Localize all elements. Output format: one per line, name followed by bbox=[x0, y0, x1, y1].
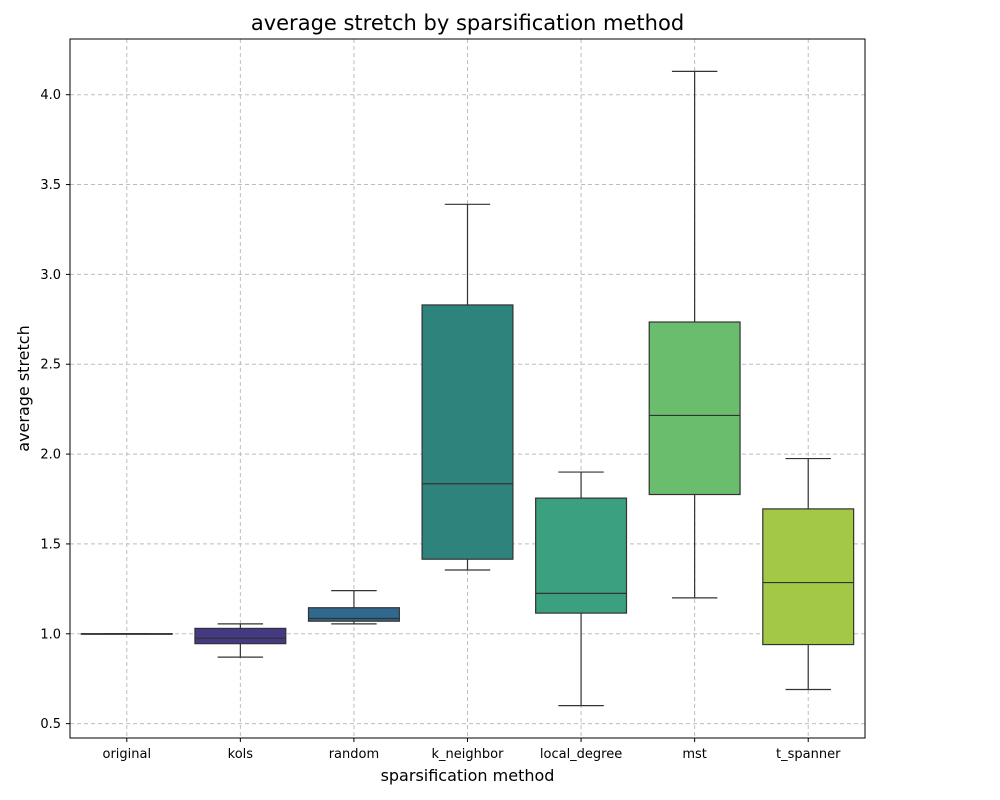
x-tick-label-original: original bbox=[102, 747, 151, 762]
box-body bbox=[535, 497, 628, 614]
y-tick-label: 1.5 bbox=[40, 537, 61, 552]
y-tick-label: 2.0 bbox=[40, 448, 61, 463]
x-tick-label-t_spanner: t_spanner bbox=[776, 747, 841, 762]
box-group-kols bbox=[194, 623, 287, 658]
y-tick-label: 2.5 bbox=[40, 358, 61, 373]
box-body bbox=[194, 627, 287, 645]
x-tick-label-k_neighbor: k_neighbor bbox=[432, 747, 505, 762]
y-tick-label: 0.5 bbox=[40, 717, 61, 732]
box-body bbox=[762, 508, 855, 646]
x-tick-label-random: random bbox=[329, 747, 379, 762]
y-tick-label: 4.0 bbox=[40, 88, 61, 103]
box-group-local_degree bbox=[535, 471, 628, 707]
x-tick-label-kols: kols bbox=[228, 747, 254, 762]
box-group-original bbox=[80, 633, 173, 635]
box-group-mst bbox=[648, 70, 741, 599]
box-body bbox=[307, 607, 400, 622]
y-axis-title: average stretch bbox=[14, 325, 33, 451]
chart-title: average stretch by sparsification method bbox=[251, 11, 684, 35]
y-tick-label: 3.5 bbox=[40, 178, 61, 193]
x-tick-label-mst: mst bbox=[682, 747, 707, 762]
box-group-t_spanner bbox=[762, 457, 855, 691]
box-group-random bbox=[307, 590, 400, 625]
box-body bbox=[421, 304, 514, 560]
y-tick-label: 3.0 bbox=[40, 268, 61, 283]
box-group-k_neighbor bbox=[421, 203, 514, 571]
x-axis-title: sparsification method bbox=[381, 766, 555, 785]
tick-layer: 0.5 1.0 1.5 2.0 2.5 3.0 3.5 4.0 original kols rand… bbox=[40, 88, 841, 762]
y-tick-label: 1.0 bbox=[40, 627, 61, 642]
x-tick-label-local_degree: local_degree bbox=[540, 747, 622, 762]
box-body bbox=[648, 321, 741, 496]
box-layer bbox=[80, 70, 855, 707]
